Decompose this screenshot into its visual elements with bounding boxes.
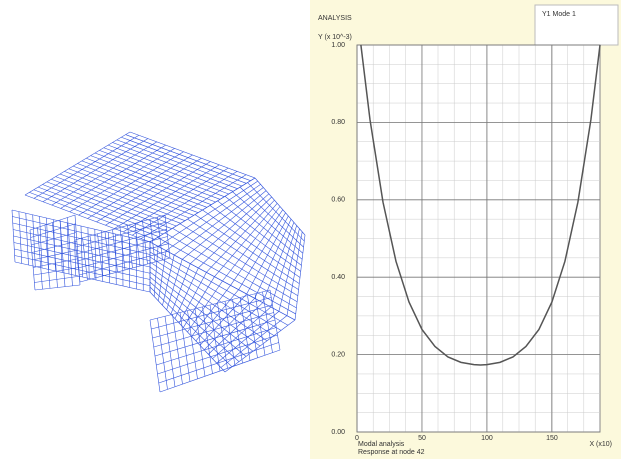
x-tick-label: 0 [355, 435, 359, 442]
y-tick-label: 0.40 [331, 274, 345, 281]
y-tick-label: 0.60 [331, 197, 345, 204]
x-tick-label: 50 [418, 435, 426, 442]
mesh-line [271, 226, 297, 308]
wireframe-model [12, 132, 305, 392]
mesh-line [159, 343, 279, 384]
screen: ANALYSIS Y (x 10^-3) Modal analysis Resp… [0, 0, 621, 459]
mesh-line [174, 188, 263, 256]
mesh-line [158, 181, 258, 246]
legend-label: Y1 Mode 1 [542, 11, 576, 18]
mesh-line [287, 232, 302, 316]
y-tick-label: 1.00 [331, 42, 345, 49]
note: Modal analysis [358, 441, 405, 448]
x-axis-label: X (x10) [589, 441, 612, 448]
mesh-line [150, 252, 281, 330]
y-tick-label: 0.20 [331, 351, 345, 358]
mesh-line [182, 191, 266, 260]
chart-title: ANALYSIS [318, 15, 352, 22]
mesh-line [255, 219, 291, 298]
x-tick-label: 150 [546, 435, 558, 442]
note: Response at node 42 [358, 449, 425, 456]
mesh-line [150, 287, 232, 367]
y-tick-label: 0.80 [331, 119, 345, 126]
mesh-line [160, 350, 280, 392]
y-axis-label: Y (x 10^-3) [318, 34, 352, 41]
x-tick-label: 100 [481, 435, 493, 442]
mesh-line [77, 229, 167, 254]
y-tick-label: 0.00 [331, 429, 345, 436]
mesh-line [12, 210, 150, 242]
mesh-line [156, 328, 276, 366]
mesh-line [190, 194, 269, 264]
